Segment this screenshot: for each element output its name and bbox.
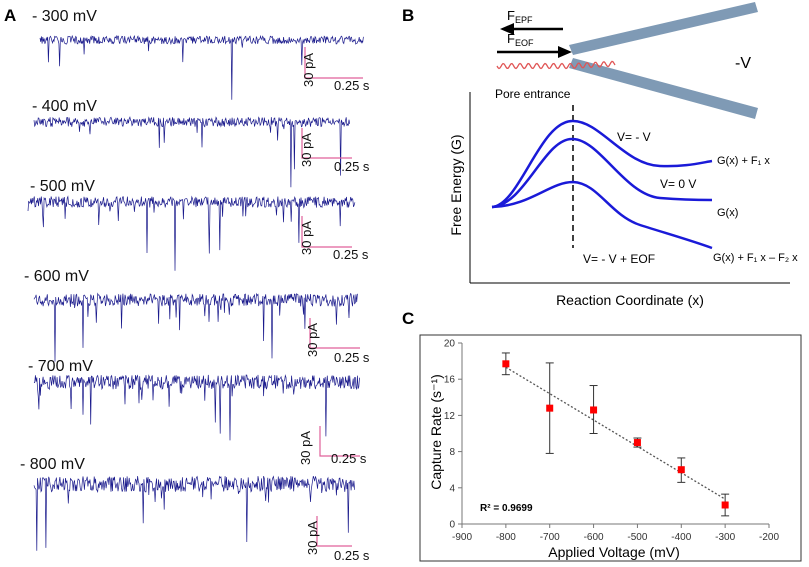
current-trace [27, 195, 356, 271]
x-tick-label: -300 [715, 532, 735, 543]
scale-current-label: 30 pA [305, 323, 320, 357]
y-tick-label: 0 [449, 520, 455, 531]
pore-wall-bottom [569, 58, 758, 119]
x-tick-label: -400 [671, 532, 691, 543]
trace-voltage-label: - 600 mV [24, 268, 89, 285]
r-squared-label: R² = 0.9699 [480, 503, 533, 514]
energy-curve-zero-v [491, 137, 713, 209]
energy-x-label: Reaction Coordinate (x) [556, 292, 704, 308]
scale-time-label: 0.25 s [334, 548, 370, 563]
energy-curve-applied-v [491, 119, 713, 209]
pore-wall-top [569, 2, 758, 55]
data-point [721, 501, 729, 509]
curve-label-applied-v-eof: V= - V + EOF [583, 252, 655, 266]
trace-voltage-label: - 800 mV [20, 456, 85, 473]
y-tick-label: 16 [444, 375, 456, 386]
dna-strand [496, 60, 616, 70]
scale-current-label: 30 pA [305, 521, 320, 555]
energy-y-label: Free Energy (G) [448, 134, 464, 235]
scale-bar [301, 128, 352, 159]
data-point [677, 466, 685, 474]
x-tick-label: -600 [584, 532, 604, 543]
scale-current-label: 30 pA [299, 133, 314, 167]
panel-a-traces: - 300 mV 30 pA 0.25 s - 400 mV 30 pA 0.25 s - … [20, 8, 370, 563]
pore-entrance-label: Pore entrance [495, 87, 571, 101]
scale-time-label: 0.25 s [334, 159, 370, 174]
scale-bar [301, 216, 352, 248]
x-tick-label: -900 [452, 532, 472, 543]
y-tick-label: 12 [444, 411, 456, 422]
data-point [502, 360, 510, 368]
y-tick-label: 4 [449, 483, 455, 494]
panel-a-label: A [4, 6, 16, 25]
force-eof-arrow [497, 46, 572, 58]
energy-curve-applied-v-eof [491, 180, 713, 250]
data-point [633, 439, 641, 447]
current-trace [39, 34, 364, 100]
curve-label-zero-v: V= 0 V [660, 177, 696, 191]
chart-y-label: Capture Rate (s⁻¹) [428, 374, 444, 490]
scale-time-label: 0.25 s [334, 350, 370, 365]
force-epf-label: FEPF [507, 8, 533, 25]
trace-voltage-label: - 500 mV [30, 178, 95, 195]
trace-voltage-label: - 400 mV [32, 98, 97, 115]
x-tick-label: -800 [496, 532, 516, 543]
trace-voltage-label: - 700 mV [28, 358, 93, 375]
scale-bar [319, 426, 360, 457]
scale-bar [316, 516, 352, 547]
current-trace [33, 292, 358, 362]
scale-time-label: 0.25 s [334, 78, 370, 93]
pore-voltage: -V [735, 55, 751, 72]
chart-border [419, 334, 802, 562]
panel-b-label: B [402, 6, 414, 25]
y-tick-label: 8 [449, 447, 455, 458]
scale-current-label: 30 pA [298, 431, 313, 465]
x-tick-label: -500 [627, 532, 647, 543]
force-epf-arrow [500, 23, 563, 35]
x-tick-label: -200 [759, 532, 779, 543]
current-trace [33, 116, 351, 188]
scale-bar [309, 318, 360, 349]
force-eof-label: FEOF [507, 31, 534, 48]
scale-time-label: 0.25 s [333, 247, 369, 262]
y-tick-label: 20 [444, 339, 456, 350]
scale-time-label: 0.25 s [331, 451, 367, 466]
curve-end-label-2: G(x) [717, 207, 738, 219]
current-trace [33, 374, 360, 441]
scale-bar [304, 47, 363, 79]
curve-end-label-3: G(x) + F₁ x – F₂ x [713, 252, 798, 264]
scale-current-label: 30 pA [301, 53, 316, 87]
panel-c-label: C [402, 309, 414, 328]
x-tick-label: -700 [540, 532, 560, 543]
scale-current-label: 30 pA [299, 221, 314, 255]
capture-rate-chart: 0 4 8 12 16 20 -900 -800 -700 -600 -500 -400 -300 -20… [444, 339, 780, 544]
trendline [505, 366, 726, 500]
trace-voltage-label: - 300 mV [32, 8, 97, 25]
curve-label-applied-v: V= - V [617, 130, 651, 144]
curve-end-label-1: G(x) + F₁ x [717, 155, 770, 167]
chart-x-label: Applied Voltage (mV) [548, 544, 680, 560]
data-point [546, 404, 554, 412]
data-point [590, 406, 598, 414]
current-trace [33, 475, 355, 551]
